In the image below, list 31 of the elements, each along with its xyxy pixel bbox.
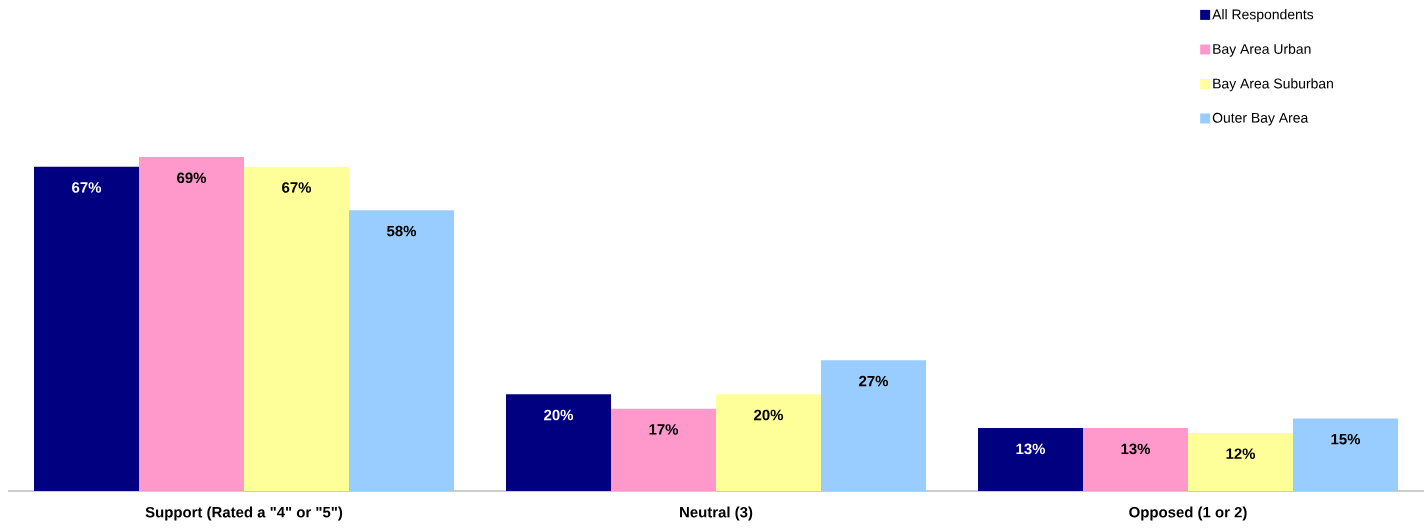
data-label: 67%: [72, 182, 102, 193]
data-label: 27%: [859, 375, 889, 387]
bar: [139, 156, 244, 491]
bar: [349, 210, 454, 491]
data-label: 13%: [1121, 443, 1151, 455]
bar: [244, 166, 349, 491]
x-tick-label: Opposed (1 or 2): [1129, 506, 1247, 521]
data-label: 12%: [1226, 448, 1256, 459]
legend-label: Outer Bay Area: [1212, 112, 1309, 126]
data-label: 69%: [177, 172, 207, 184]
bar: [978, 428, 1084, 491]
x-tick-label: Support (Rated a "4" or "5"): [145, 506, 343, 521]
data-label: 13%: [1016, 443, 1046, 455]
legend-label: Bay Area Urban: [1213, 43, 1311, 57]
legend-label: All Respondents: [1212, 9, 1314, 23]
bar: [506, 394, 612, 491]
bar: [716, 394, 822, 491]
bar: [611, 408, 717, 491]
bar: [1293, 418, 1399, 491]
bar: [34, 166, 139, 491]
legend-label: Bay Area Suburban: [1213, 78, 1333, 92]
data-label: 20%: [754, 409, 784, 421]
data-label: 67%: [282, 182, 312, 193]
data-label: 17%: [649, 424, 679, 435]
data-label: 20%: [544, 409, 574, 421]
bar: [1083, 428, 1189, 491]
bar: [821, 360, 927, 491]
x-tick-label: Neutral (3): [680, 506, 753, 521]
data-label: 15%: [1331, 433, 1361, 445]
data-label: 58%: [387, 225, 417, 237]
bar: [1188, 432, 1294, 491]
